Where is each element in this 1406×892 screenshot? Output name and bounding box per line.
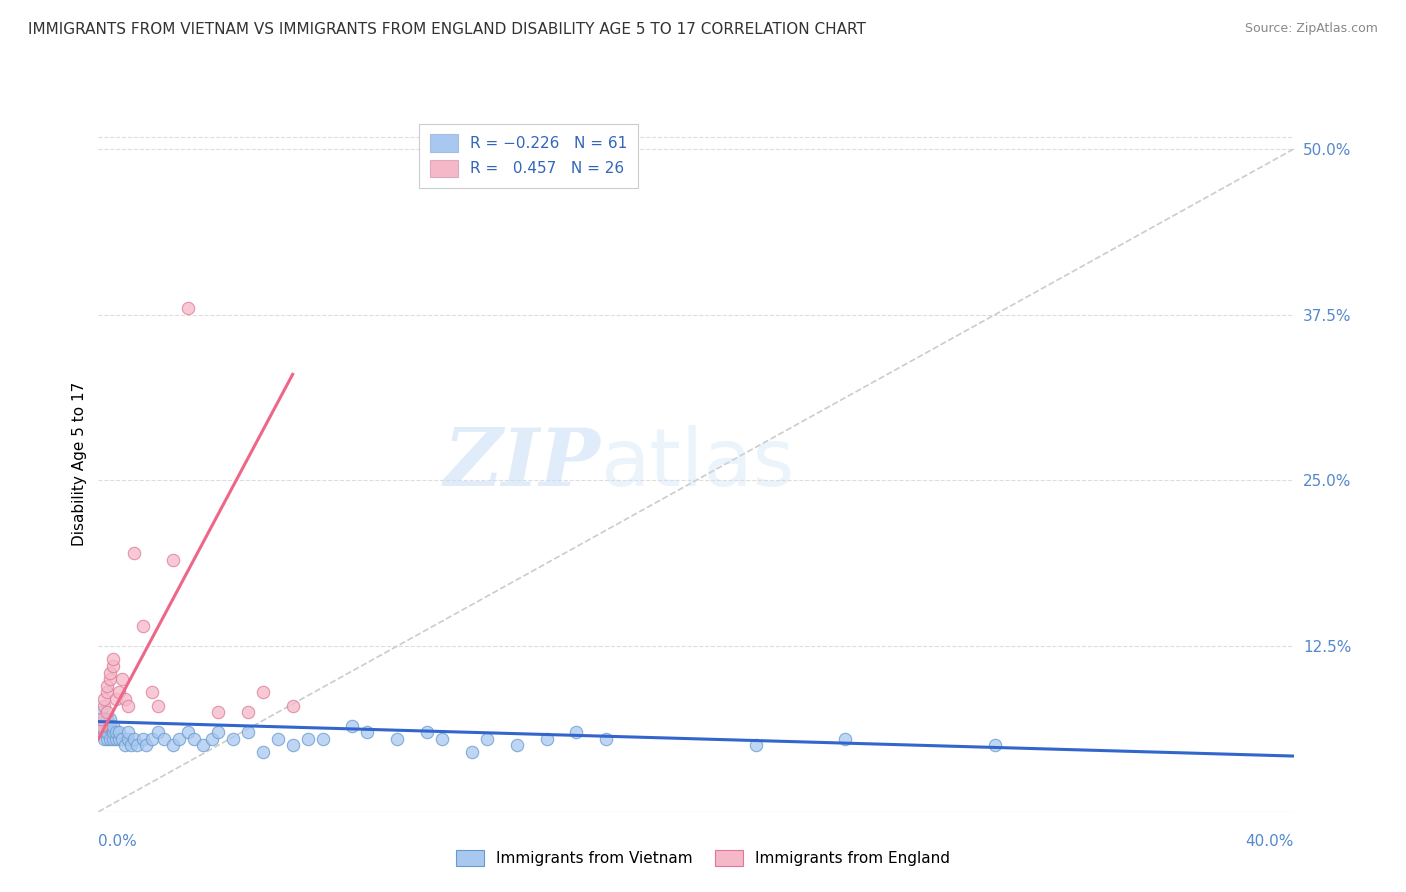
Point	[117, 698, 139, 713]
Point	[132, 619, 155, 633]
Point	[98, 718, 122, 732]
Point	[117, 731, 139, 746]
Point	[311, 731, 333, 746]
Point	[114, 692, 136, 706]
Point	[103, 731, 125, 746]
Point	[93, 725, 115, 739]
Point	[342, 718, 364, 732]
Point	[167, 731, 190, 746]
Point	[93, 712, 115, 726]
Point	[111, 672, 134, 686]
Point	[93, 692, 115, 706]
Point	[191, 739, 214, 753]
Point	[103, 718, 125, 732]
Text: ZIP: ZIP	[443, 425, 600, 502]
Point	[536, 731, 558, 746]
Point	[98, 672, 122, 686]
Point	[108, 685, 131, 699]
Point	[385, 731, 409, 746]
Point	[105, 725, 128, 739]
Point	[148, 725, 170, 739]
Point	[117, 725, 139, 739]
Point	[103, 725, 125, 739]
Point	[183, 731, 205, 746]
Point	[745, 739, 768, 753]
Legend: Immigrants from Vietnam, Immigrants from England: Immigrants from Vietnam, Immigrants from…	[447, 841, 959, 875]
Point	[93, 718, 115, 732]
Point	[103, 659, 125, 673]
Point	[103, 652, 125, 666]
Point	[114, 739, 136, 753]
Point	[90, 706, 112, 720]
Text: atlas: atlas	[600, 425, 794, 503]
Point	[141, 731, 163, 746]
Point	[90, 712, 112, 726]
Point	[207, 706, 229, 720]
Text: Source: ZipAtlas.com: Source: ZipAtlas.com	[1244, 22, 1378, 36]
Text: IMMIGRANTS FROM VIETNAM VS IMMIGRANTS FROM ENGLAND DISABILITY AGE 5 TO 17 CORREL: IMMIGRANTS FROM VIETNAM VS IMMIGRANTS FR…	[28, 22, 866, 37]
Point	[252, 745, 274, 759]
Point	[93, 731, 115, 746]
Point	[105, 692, 128, 706]
Point	[111, 731, 134, 746]
Legend: R = −0.226   N = 61, R =   0.457   N = 26: R = −0.226 N = 61, R = 0.457 N = 26	[419, 124, 638, 188]
Point	[297, 731, 319, 746]
Point	[90, 718, 112, 732]
Point	[236, 706, 259, 720]
Point	[120, 739, 142, 753]
Point	[98, 712, 122, 726]
Point	[108, 731, 131, 746]
Text: 40.0%: 40.0%	[1246, 834, 1294, 849]
Point	[506, 739, 529, 753]
Point	[96, 725, 118, 739]
Point	[96, 685, 118, 699]
Point	[177, 725, 200, 739]
Point	[135, 739, 157, 753]
Y-axis label: Disability Age 5 to 17: Disability Age 5 to 17	[72, 382, 87, 546]
Point	[124, 546, 146, 560]
Point	[356, 725, 378, 739]
Point	[983, 739, 1005, 753]
Point	[96, 731, 118, 746]
Point	[236, 725, 259, 739]
Point	[132, 731, 155, 746]
Point	[124, 731, 146, 746]
Point	[90, 718, 112, 732]
Point	[475, 731, 498, 746]
Point	[96, 718, 118, 732]
Point	[281, 739, 304, 753]
Point	[834, 731, 856, 746]
Point	[108, 725, 131, 739]
Point	[148, 698, 170, 713]
Point	[416, 725, 439, 739]
Point	[96, 679, 118, 693]
Point	[565, 725, 588, 739]
Point	[127, 739, 149, 753]
Point	[153, 731, 176, 746]
Point	[105, 731, 128, 746]
Point	[93, 698, 115, 713]
Point	[267, 731, 290, 746]
Point	[98, 731, 122, 746]
Text: 0.0%: 0.0%	[98, 834, 138, 849]
Point	[207, 725, 229, 739]
Point	[430, 731, 453, 746]
Point	[98, 665, 122, 680]
Point	[141, 685, 163, 699]
Point	[252, 685, 274, 699]
Point	[201, 731, 224, 746]
Point	[461, 745, 484, 759]
Point	[162, 739, 184, 753]
Point	[281, 698, 304, 713]
Point	[595, 731, 617, 746]
Point	[96, 706, 118, 720]
Point	[162, 553, 184, 567]
Point	[222, 731, 245, 746]
Point	[177, 301, 200, 315]
Point	[96, 712, 118, 726]
Point	[90, 712, 112, 726]
